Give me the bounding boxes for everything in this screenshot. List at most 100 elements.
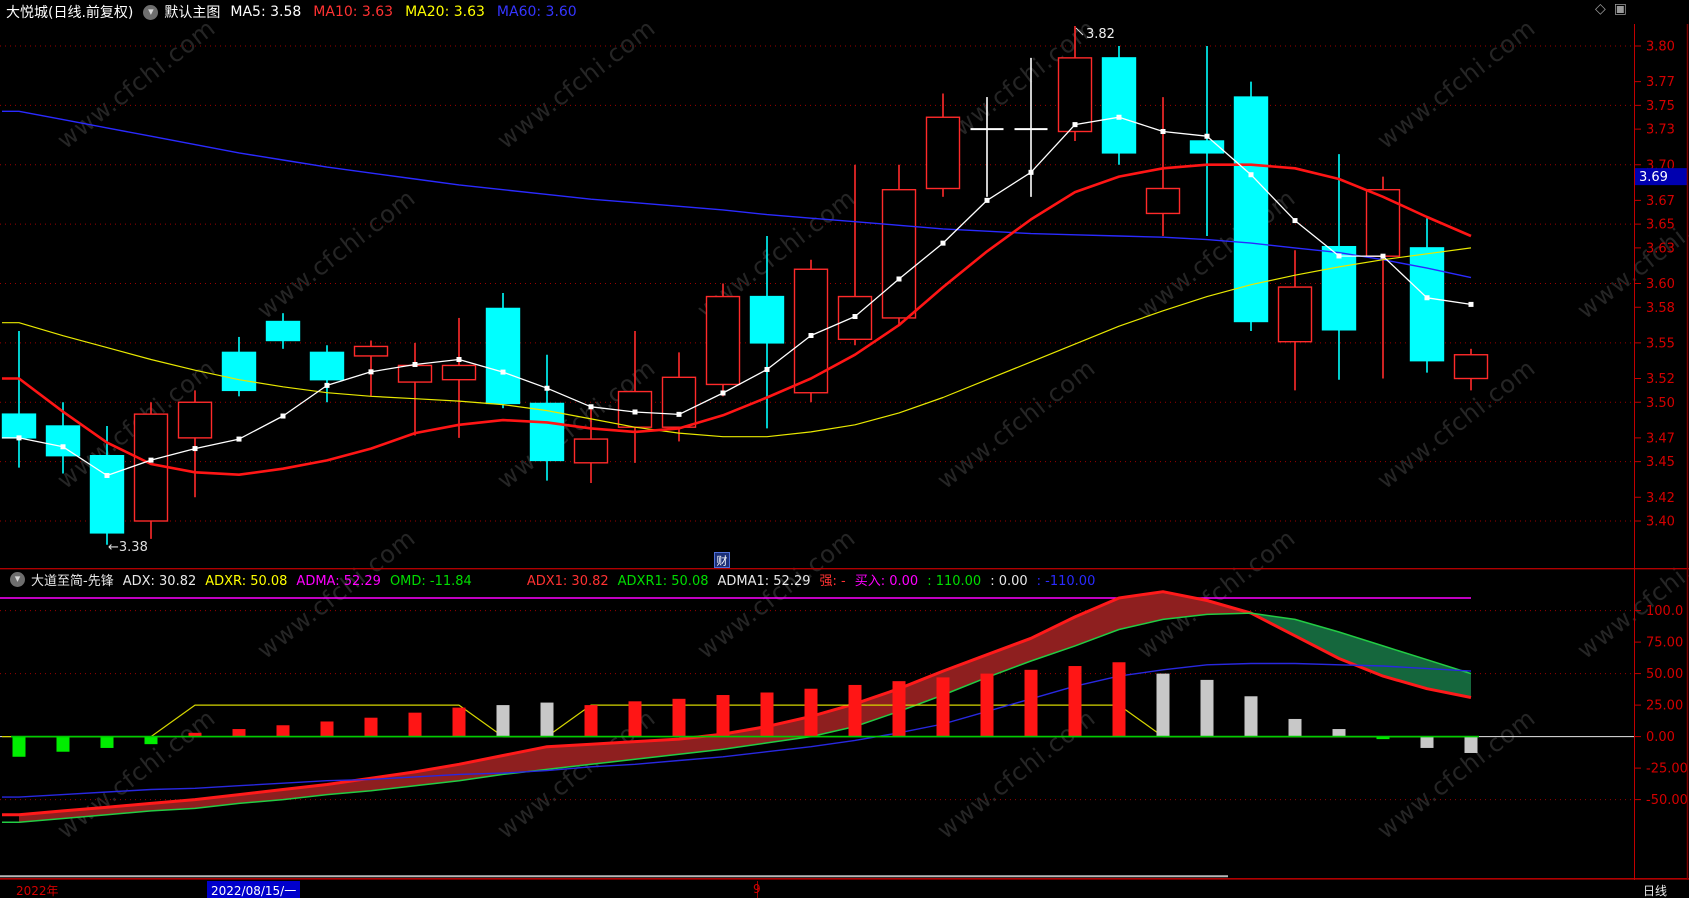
indicator-value: 大道至简-先锋 [31,573,114,589]
ma5-marker [412,361,418,367]
indicator-header: ▾ 大道至简-先锋 ADX: 30.82 ADXR: 50.08 ADMA: 52.2… [0,569,1104,589]
indicator-bar [716,695,730,737]
indicator-bar [276,725,290,737]
indicator-value: ADXR1: 50.08 [617,573,709,589]
ma10-line [2,163,1472,477]
date-axis-bar: 2022年 2022/08/15/一 9 日线 [0,881,1689,898]
indicator-value: OMD: -11.84 [389,573,472,589]
candle-body[interactable] [133,413,169,522]
blue-trend-line [2,662,1472,798]
value-axis-label: -50.00 [1646,793,1688,808]
window-pane-icon[interactable]: ▣ [1613,1,1627,17]
indicator-bar [584,705,598,737]
candle-body[interactable] [1409,247,1445,362]
indicator-bar [1068,666,1082,737]
ma5-marker [148,457,154,463]
indicator-value: ADMA: 52.29 [296,573,381,589]
candle-body[interactable] [617,390,653,428]
indicator-bar [760,692,774,737]
price-axis-label: 3.67 [1646,194,1675,209]
price-axis-label: 3.77 [1646,75,1675,90]
indicator-bar [496,705,510,737]
candle-body[interactable] [1057,57,1093,133]
indicator-value: ADMA1: 52.29 [717,573,811,589]
indicator-bar [1200,679,1214,737]
ma5-marker [500,369,506,375]
news-badge[interactable]: 财 [717,554,728,568]
indicator-bar [452,707,466,737]
candle-body[interactable] [705,295,741,386]
ma-legend-item: MA60: 3.60 [496,4,577,20]
indicator-bar [1244,696,1258,737]
ma5-marker [808,333,814,339]
adx-band-falling [1251,613,1471,698]
candle-body[interactable] [441,364,477,381]
candle-body[interactable] [45,425,81,457]
ma5-marker [852,314,858,320]
chevron-down-icon[interactable]: ▾ [10,571,25,587]
month-label: 9 [753,882,761,896]
candle-body[interactable] [177,401,213,439]
candle-body[interactable] [1,413,37,439]
indicator-value: 强: - [819,573,846,589]
indicator-value: : 110.00 [927,573,982,589]
indicator-bar [672,698,686,737]
candle-body[interactable] [837,295,873,341]
ma5-marker [588,404,594,410]
indicator-bar [980,673,994,737]
indicator-bar [144,736,158,745]
candle-body[interactable] [1277,286,1313,343]
diamond-icon[interactable]: ◇ [1594,1,1606,17]
candle-body[interactable] [485,307,521,405]
indicator-bar [320,721,334,737]
indicator-bar [56,736,70,752]
indicator-bar [1464,736,1478,753]
ma5-marker [1028,169,1034,175]
ma5-marker [456,357,462,362]
candle-body[interactable] [397,364,433,383]
price-axis-label: 3.73 [1646,123,1675,138]
candle-body[interactable] [1145,187,1181,215]
ma5-marker [1336,253,1342,259]
candle-body[interactable] [881,188,917,319]
candle-body[interactable] [573,438,609,464]
value-axis-label: 50.00 [1646,667,1683,682]
chevron-down-icon[interactable]: ▾ [143,4,159,20]
candle-body[interactable] [221,351,257,392]
candle-body[interactable] [661,376,697,428]
indicator-value: 买入: 0.00 [854,573,919,589]
candle-body[interactable] [309,351,345,381]
candle-body[interactable] [1101,57,1137,154]
overlay-indicator-label[interactable]: 默认主图 [164,5,221,21]
candle-body[interactable] [353,345,389,357]
indicator-bar [848,684,862,737]
candle-body[interactable] [529,402,565,462]
candle-body[interactable] [925,116,961,190]
candle-body[interactable] [1365,188,1401,257]
indicator-bar [540,702,554,737]
last-price-badge-box [1634,168,1688,186]
candle-body[interactable] [749,295,785,344]
indicator-bar [408,712,422,737]
indicator-bar [1156,673,1170,737]
value-axis-label: 25.00 [1646,699,1683,714]
candle-body[interactable] [1189,140,1225,154]
ma5-marker [104,472,110,478]
indicator-panel-chart[interactable]: 100.0 75.00 50.00 25.00 0.00 -25.00 -50.00 [0,568,1689,880]
ma5-marker [632,409,638,415]
ma-legend-item: MA5: 3.58 [230,4,302,20]
price-axis-label: 3.42 [1646,491,1675,506]
news-badge-box[interactable] [714,552,730,568]
ma5-marker [324,382,330,388]
candle-body[interactable] [265,320,301,342]
price-axis-label: 3.50 [1646,396,1675,411]
value-axis-label: -25.00 [1646,762,1688,777]
price-axis-label: 3.47 [1646,431,1675,446]
ma5-marker [192,446,198,452]
candle-body[interactable] [1453,354,1489,380]
candle-body[interactable] [1321,245,1357,331]
indicator-bar [1420,736,1434,748]
main-candlestick-chart[interactable]: 3.803.773.753.733.703.673.653.633.603.58… [0,24,1689,568]
period-label[interactable]: 日线 [1643,884,1668,898]
